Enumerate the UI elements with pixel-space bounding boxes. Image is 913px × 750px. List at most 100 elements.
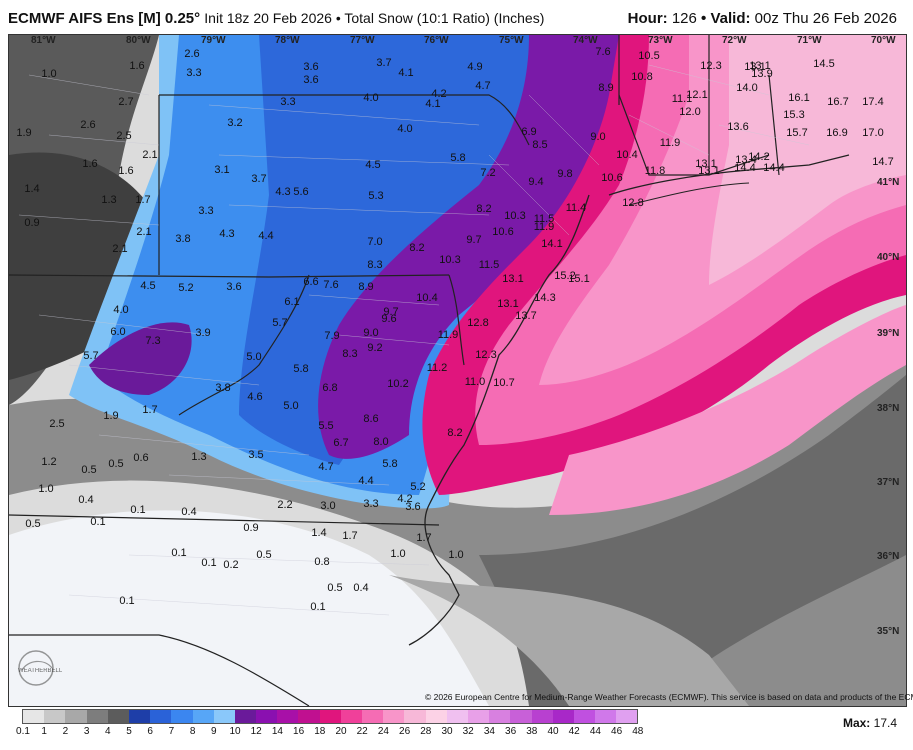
snow-value-label: 5.6 xyxy=(293,186,308,198)
snow-value-label: 12.1 xyxy=(686,89,707,101)
snow-value-label: 13.1 xyxy=(502,273,523,285)
legend-swatch xyxy=(213,710,235,723)
lat-label: 37°N xyxy=(877,477,899,488)
snow-value-label: 0.1 xyxy=(130,504,145,516)
legend-tick-label: 14 xyxy=(271,726,283,737)
map-canvas: 81°W 80°W 79°W 78°W 77°W 76°W 75°W 74°W … xyxy=(9,35,906,706)
snow-value-label: 1.3 xyxy=(101,194,116,206)
snow-value-label: 6.8 xyxy=(322,382,337,394)
snow-value-label: 0.1 xyxy=(201,557,216,569)
snow-value-label: 14.0 xyxy=(736,82,757,94)
snow-value-label: 4.0 xyxy=(397,123,412,135)
snow-value-label: 17.4 xyxy=(862,96,883,108)
snow-value-label: 6.7 xyxy=(333,437,348,449)
snow-value-label: 2.2 xyxy=(277,499,292,511)
snow-value-label: 9.4 xyxy=(528,176,543,188)
snow-value-label: 15.7 xyxy=(786,127,807,139)
snow-value-label: 7.2 xyxy=(480,167,495,179)
snow-value-label: 3.5 xyxy=(248,449,263,461)
snow-value-label: 6.6 xyxy=(303,276,318,288)
snow-value-label: 2.5 xyxy=(49,418,64,430)
snow-value-label: 2.6 xyxy=(184,48,199,60)
legend-swatch xyxy=(107,710,129,723)
legend-tick-label: 42 xyxy=(568,726,580,737)
legend-swatch xyxy=(340,710,362,723)
snow-value-labels: 1.01.62.63.3 3.6 3.74.1 4.97.6 10.512.3 13.1 1… xyxy=(16,46,893,613)
legend-tick-label: 12 xyxy=(250,726,262,737)
snow-value-label: 0.5 xyxy=(81,464,96,476)
snow-value-label: 10.7 xyxy=(493,377,514,389)
snow-value-label: 3.8 xyxy=(215,382,230,394)
snow-value-label: 12.0 xyxy=(679,106,700,118)
latitude-labels: 41°N 40°N 39°N 38°N 37°N 36°N 35°N xyxy=(877,177,899,637)
legend-swatch xyxy=(383,710,405,723)
snow-value-label: 5.2 xyxy=(178,282,193,294)
snow-value-label: 0.5 xyxy=(256,549,271,561)
legend-tick-label: 20 xyxy=(335,726,347,737)
legend-tick-label: 40 xyxy=(547,726,559,737)
snow-value-label: 3.7 xyxy=(376,57,391,69)
snow-value-label: 8.6 xyxy=(363,413,378,425)
legend-tick-label: 22 xyxy=(356,726,368,737)
snow-value-label: 5.2 xyxy=(410,481,425,493)
snow-value-label: 4.3 xyxy=(275,186,290,198)
lat-label: 35°N xyxy=(877,626,899,637)
snow-value-label: 3.1 xyxy=(214,164,229,176)
snow-value-label: 4.6 xyxy=(247,391,262,403)
snow-value-label: 12.3 xyxy=(475,349,496,361)
snow-value-label: 11.2 xyxy=(427,362,448,374)
snow-value-label: 10.6 xyxy=(492,226,513,238)
model-name: ECMWF AIFS Ens [M] 0.25° xyxy=(8,10,201,27)
snow-value-label: 9.6 xyxy=(381,313,396,325)
lon-label: 78°W xyxy=(275,35,300,46)
snow-value-label: 10.6 xyxy=(601,172,622,184)
lat-label: 39°N xyxy=(877,328,899,339)
legend-swatch xyxy=(192,710,214,723)
snow-value-label: 4.0 xyxy=(113,304,128,316)
snow-value-label: 2.1 xyxy=(112,243,127,255)
snow-value-label: 1.7 xyxy=(416,532,431,544)
legend-tick-label: 48 xyxy=(632,726,644,737)
snow-value-label: 0.4 xyxy=(181,506,196,518)
lon-label: 70°W xyxy=(871,35,896,46)
snow-value-label: 13.1 xyxy=(497,298,518,310)
snow-value-label: 0.6 xyxy=(133,452,148,464)
snow-value-label: 11.1 xyxy=(672,93,693,105)
snow-value-label: 11.9 xyxy=(660,137,681,149)
legend-tick-label: 4 xyxy=(105,726,111,737)
snow-value-label: 7.3 xyxy=(145,335,160,347)
snow-value-label: 1.4 xyxy=(311,527,326,539)
legend-tick-label: 8 xyxy=(189,726,196,737)
snow-value-label: 10.8 xyxy=(631,71,652,83)
snow-value-label: 3.7 xyxy=(251,173,266,185)
snow-value-label: 16.9 xyxy=(826,127,847,139)
snow-value-label: 2.7 xyxy=(118,96,133,108)
snow-value-label: 2.1 xyxy=(136,226,151,238)
snow-value-label: 0.5 xyxy=(327,582,342,594)
lon-label: 79°W xyxy=(201,35,226,46)
lon-label: 75°W xyxy=(499,35,524,46)
snow-value-label: 17.0 xyxy=(862,127,883,139)
legend-swatch xyxy=(65,710,87,723)
state-borders xyxy=(9,35,780,706)
snow-value-label: 0.4 xyxy=(353,582,368,594)
snow-value-label: 3.6 xyxy=(303,74,318,86)
legend-swatch xyxy=(446,710,468,723)
snow-value-label: 14.1 xyxy=(541,238,562,250)
county-lines xyxy=(18,64,810,616)
snow-value-label: 0.9 xyxy=(243,522,258,534)
snow-value-label: 3.2 xyxy=(227,117,242,129)
snow-value-label: 11.9 xyxy=(438,329,459,341)
snow-value-label: 8.0 xyxy=(373,436,388,448)
snow-value-label: 8.2 xyxy=(476,203,491,215)
snow-value-label: 9.2 xyxy=(367,342,382,354)
lon-label: 74°W xyxy=(573,35,598,46)
snow-value-label: 10.2 xyxy=(387,378,408,390)
legend-tick-label: 7 xyxy=(168,726,175,737)
legend-swatch xyxy=(510,710,532,723)
snow-value-label: 0.1 xyxy=(171,547,186,559)
snow-value-label: 8.3 xyxy=(367,259,382,271)
snow-value-label: 5.7 xyxy=(272,317,287,329)
snow-value-label: 6.9 xyxy=(521,126,536,138)
snow-value-label: 1.6 xyxy=(129,60,144,72)
